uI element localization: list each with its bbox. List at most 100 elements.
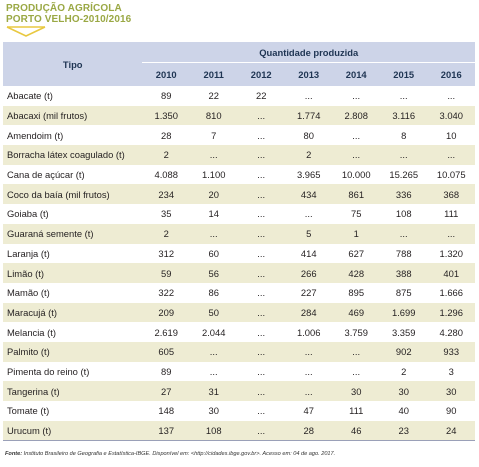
table-cell: ... (284, 204, 333, 224)
table-cell: 2 (142, 223, 190, 244)
table-cell: ... (284, 381, 333, 401)
table-cell: 627 (332, 243, 380, 264)
table-cell: 605 (142, 341, 190, 362)
title-line-2: PORTO VELHO-2010/2016 (6, 14, 132, 25)
table-cell: 336 (379, 184, 428, 205)
table-cell: 2 (284, 145, 333, 165)
table-cell: ... (237, 145, 285, 165)
table-cell: ... (237, 401, 285, 421)
table-row: Urucum (t) 137 108... 28 46 23 24 (3, 420, 475, 442)
table-cell: ... (237, 243, 285, 264)
production-table: Tipo Quantidade produzida 2010 2011 2012 20… (3, 42, 475, 442)
table-cell: 1.666 (427, 282, 475, 303)
table-cell: 1.350 (142, 105, 190, 126)
row-label: Amendoim (t) (3, 125, 143, 146)
table-row: Cana de açúcar (t) 4.088 1.100... 3.965 10.0… (3, 164, 475, 185)
table-cell: 24 (427, 420, 475, 442)
table-cell: 111 (332, 401, 380, 421)
year-header-row: 2010 2011 2012 2013 2014 2015 2016 (3, 62, 475, 86)
title-line-1: PRODUÇÃO AGRÍCOLA (6, 3, 122, 14)
table-cell: 284 (284, 302, 333, 323)
table-cell: 28 (142, 125, 190, 146)
row-label: Palmito (t) (3, 341, 143, 362)
year-header: 2011 (189, 62, 238, 86)
table-cell: ... (332, 86, 380, 106)
row-label: Mamão (t) (3, 282, 143, 303)
table-row: Palmito (t) 605............ 902 933 (3, 341, 475, 362)
row-label: Borracha látex coagulado (t) (3, 145, 143, 165)
table-cell: 1.100 (189, 164, 238, 185)
table-cell: 3.116 (379, 105, 428, 126)
table-row: Melancia (t) 2.619 2.044... 1.006 3.759 3.359… (3, 322, 475, 342)
table-cell: ... (284, 86, 333, 106)
table-cell: 89 (142, 86, 190, 106)
table-cell: ... (237, 282, 285, 303)
table-cell: 875 (379, 282, 428, 303)
table-cell: 1.006 (284, 322, 333, 342)
table-cell: ... (237, 341, 285, 362)
table-row: Abacate (t) 89 22 22............ (3, 86, 475, 106)
table-cell: 137 (142, 420, 190, 442)
table-cell: 4.280 (427, 322, 475, 342)
table-cell: 861 (332, 184, 380, 205)
header-quantidade: Quantidade produzida (142, 42, 475, 63)
row-label: Cana de açúcar (t) (3, 164, 143, 185)
table-cell: 3.359 (379, 322, 428, 342)
table-cell: 10.000 (332, 164, 380, 185)
row-label: Abacate (t) (3, 86, 143, 106)
table-cell: ... (332, 145, 380, 165)
table-cell: 20 (189, 184, 238, 205)
table-row: Tomate (t) 148 30... 47 111 40 90 (3, 401, 475, 421)
table-row: Laranja (t) 312 60... 414 627 788 1.320 (3, 243, 475, 264)
table-row: Amendoim (t) 28 7... 80... 8 10 (3, 125, 475, 146)
table-cell: 80 (284, 125, 333, 146)
table-cell: ... (284, 341, 333, 362)
table-cell: 810 (189, 105, 238, 126)
table-cell: 2.808 (332, 105, 380, 126)
table-cell: 30 (332, 381, 380, 401)
table-cell: 22 (237, 86, 285, 106)
table-cell: 388 (379, 263, 428, 283)
table-cell: 428 (332, 263, 380, 283)
table-cell: 434 (284, 184, 333, 205)
table-cell: ... (379, 86, 428, 106)
table-cell: 266 (284, 263, 333, 283)
table-cell: ... (189, 223, 238, 244)
table-cell: ... (427, 86, 475, 106)
table-row: Goiaba (t) 35 14...... 75 108 111 (3, 204, 475, 224)
table-cell: 108 (379, 204, 428, 224)
table-cell: ... (237, 381, 285, 401)
table-cell: 3 (427, 361, 475, 382)
table-cell: 227 (284, 282, 333, 303)
table-cell: 56 (189, 263, 238, 283)
table-cell: 40 (379, 401, 428, 421)
year-header: 2016 (427, 62, 475, 86)
table-cell: 1.320 (427, 243, 475, 264)
row-label: Limão (t) (3, 263, 143, 283)
table-cell: 28 (284, 420, 333, 442)
table-cell: ... (427, 223, 475, 244)
table-cell: ... (332, 125, 380, 146)
table-cell: 111 (427, 204, 475, 224)
table-cell: 10.075 (427, 164, 475, 185)
table-title: PRODUÇÃO AGRÍCOLA PORTO VELHO-2010/2016 (6, 3, 131, 25)
table-body: Abacate (t) 89 22 22............ Abacaxi (mi… (3, 86, 475, 442)
year-header: 2010 (142, 62, 190, 86)
table-cell: ... (427, 145, 475, 165)
table-cell: ... (237, 125, 285, 146)
table-cell: 108 (189, 420, 238, 442)
table-cell: 368 (427, 184, 475, 205)
table-cell: 401 (427, 263, 475, 283)
table-cell: 7 (189, 125, 238, 146)
table-cell: 30 (189, 401, 238, 421)
table-cell: 148 (142, 401, 190, 421)
table-cell: 1.296 (427, 302, 475, 323)
table-cell: 10 (427, 125, 475, 146)
header-tipo: Tipo (3, 42, 143, 86)
table-cell: 3.759 (332, 322, 380, 342)
table-cell: 60 (189, 243, 238, 264)
table-cell: 4.088 (142, 164, 190, 185)
table-cell: 322 (142, 282, 190, 303)
year-header: 2015 (379, 62, 428, 86)
table-cell: 3.040 (427, 105, 475, 126)
